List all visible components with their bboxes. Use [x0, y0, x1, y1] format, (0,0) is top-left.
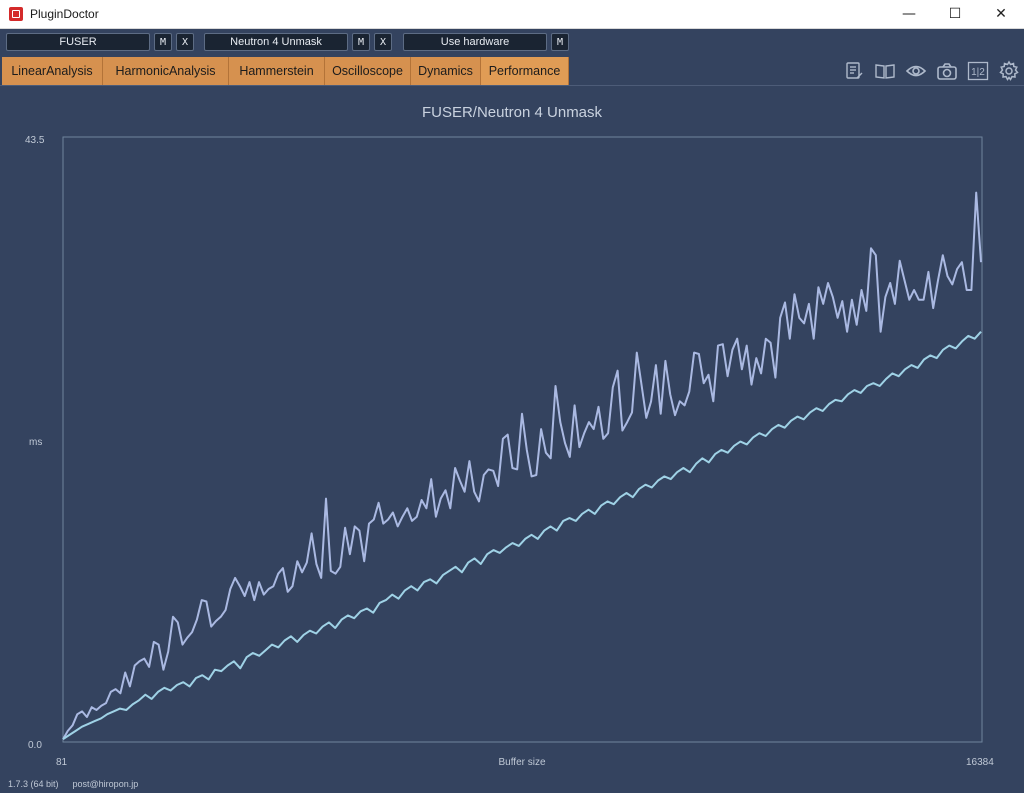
- toolbar-divider: [0, 85, 1024, 86]
- minimize-button[interactable]: —: [902, 6, 916, 22]
- plugin-1-m-button[interactable]: M: [154, 33, 172, 51]
- contact-email: post@hiropon.jp: [72, 779, 139, 789]
- plugin-slot-1[interactable]: FUSER: [6, 33, 150, 51]
- gear-icon[interactable]: [998, 60, 1020, 82]
- x-axis-label: Buffer size: [498, 757, 545, 768]
- x-tick-min: 81: [56, 757, 68, 768]
- window-title: PluginDoctor: [30, 7, 99, 21]
- app-logo-icon: [9, 7, 23, 21]
- plugin-1-remove-button[interactable]: X: [176, 33, 194, 51]
- plugin-slot-2[interactable]: Neutron 4 Unmask: [204, 33, 348, 51]
- chart-title: FUSER/Neutron 4 Unmask: [421, 104, 603, 121]
- toolbar: 1|2: [843, 60, 1020, 82]
- notes-icon[interactable]: [843, 60, 865, 82]
- plugin-2-remove-button[interactable]: X: [374, 33, 392, 51]
- tab-oscilloscope[interactable]: Oscilloscope: [325, 57, 411, 85]
- hardware-m-button[interactable]: M: [551, 33, 569, 51]
- tab-dynamics[interactable]: Dynamics: [411, 57, 481, 85]
- y-axis-label: ms: [29, 437, 42, 448]
- tab-hammerstein[interactable]: Hammerstein: [229, 57, 325, 85]
- series-line-1: [62, 191, 982, 740]
- plot-frame: [62, 136, 983, 743]
- book-icon[interactable]: [874, 60, 896, 82]
- close-button[interactable]: ✕: [995, 6, 1007, 22]
- hardware-slot[interactable]: Use hardware: [403, 33, 547, 51]
- version-label: 1.7.3 (64 bit): [8, 779, 59, 789]
- camera-icon[interactable]: [936, 60, 958, 82]
- split-label: 1|2: [971, 67, 985, 78]
- analysis-tabs: LinearAnalysis HarmonicAnalysis Hammerst…: [2, 57, 569, 85]
- window-controls: — ☐ ✕: [886, 0, 1024, 28]
- tab-linear-analysis[interactable]: LinearAnalysis: [2, 57, 103, 85]
- series-layer: [62, 191, 982, 741]
- title-bar: PluginDoctor — ☐ ✕: [0, 0, 1024, 29]
- series-line-2: [62, 331, 982, 741]
- plugin-chain-bar: FUSER M X Neutron 4 Unmask M X Use hardw…: [0, 29, 1024, 56]
- y-tick-max: 43.5: [25, 135, 45, 146]
- plugin-2-m-button[interactable]: M: [352, 33, 370, 51]
- tab-performance[interactable]: Performance: [481, 57, 569, 85]
- tab-harmonic-analysis[interactable]: HarmonicAnalysis: [103, 57, 229, 85]
- x-tick-max: 16384: [966, 757, 994, 768]
- split-view-icon[interactable]: 1|2: [967, 60, 989, 82]
- maximize-button[interactable]: ☐: [948, 6, 962, 22]
- eye-icon[interactable]: [905, 60, 927, 82]
- y-tick-min: 0.0: [28, 740, 42, 751]
- status-footer: 1.7.3 (64 bit) post@hiropon.jp: [8, 779, 138, 789]
